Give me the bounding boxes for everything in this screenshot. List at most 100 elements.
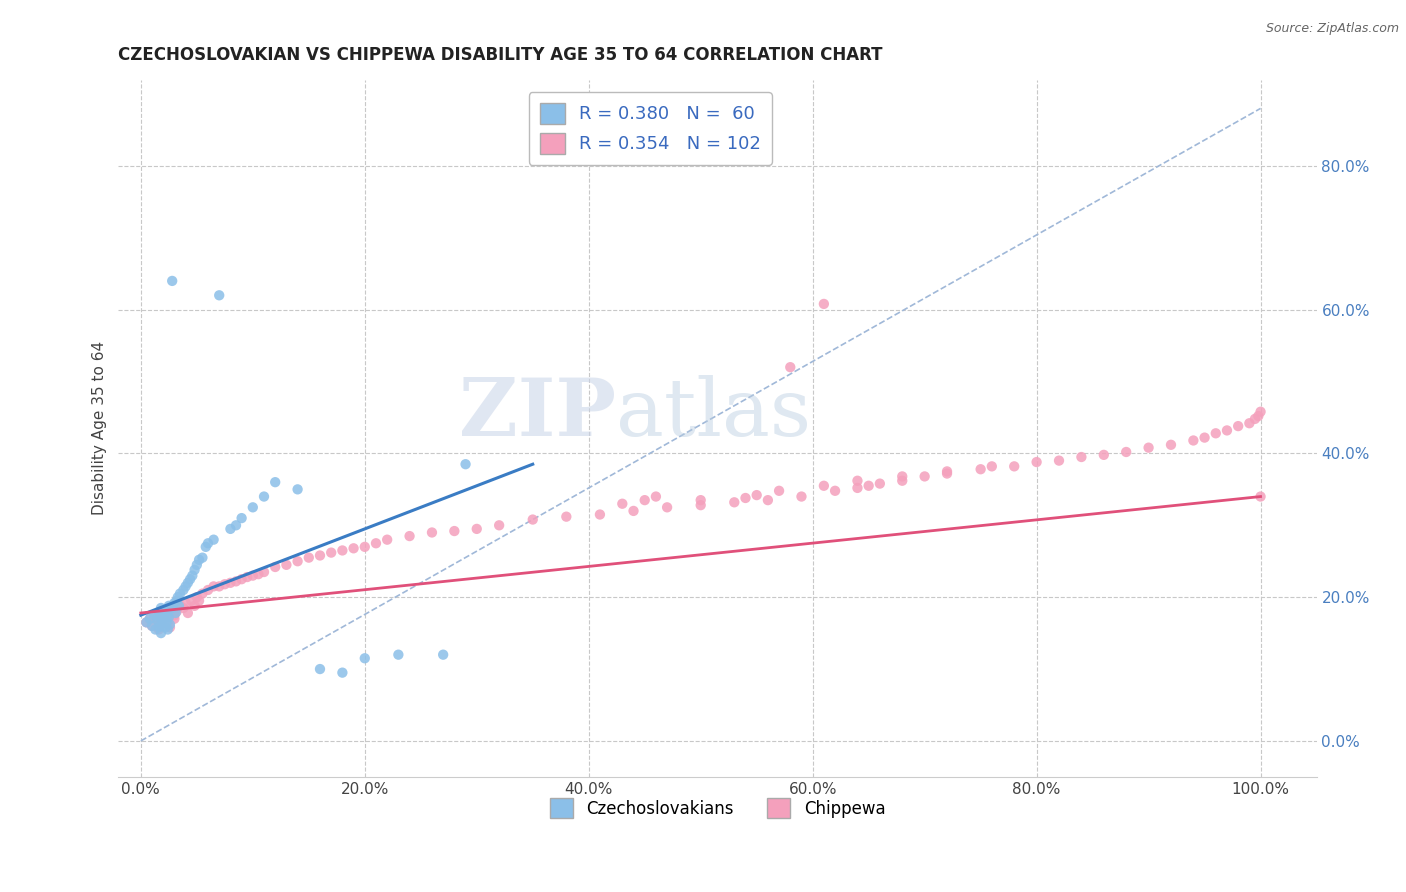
Point bbox=[332, 665, 354, 680]
Point bbox=[166, 594, 188, 608]
Point bbox=[612, 497, 634, 511]
Point bbox=[264, 475, 287, 490]
Point bbox=[143, 610, 166, 624]
Point bbox=[1047, 453, 1070, 467]
Point bbox=[745, 488, 768, 502]
Point bbox=[135, 615, 157, 630]
Point bbox=[202, 579, 225, 593]
Text: ZIP: ZIP bbox=[458, 376, 616, 453]
Point bbox=[155, 605, 177, 619]
Point bbox=[219, 575, 242, 590]
Point bbox=[163, 596, 186, 610]
Point bbox=[155, 606, 177, 620]
Point bbox=[188, 553, 211, 567]
Point bbox=[353, 651, 375, 665]
Point bbox=[159, 617, 181, 632]
Point bbox=[936, 464, 959, 478]
Point bbox=[172, 582, 194, 597]
Point bbox=[157, 599, 180, 613]
Point bbox=[160, 274, 183, 288]
Point bbox=[225, 574, 247, 589]
Point bbox=[321, 546, 343, 560]
Point bbox=[779, 360, 801, 375]
Point bbox=[969, 462, 991, 476]
Point bbox=[169, 599, 191, 613]
Point bbox=[183, 563, 205, 577]
Point bbox=[191, 586, 214, 600]
Point bbox=[148, 620, 170, 634]
Point bbox=[152, 619, 174, 633]
Point bbox=[155, 615, 177, 630]
Point bbox=[432, 648, 454, 662]
Point bbox=[253, 565, 276, 579]
Point bbox=[169, 586, 191, 600]
Point bbox=[768, 483, 790, 498]
Point bbox=[174, 579, 197, 593]
Point bbox=[183, 599, 205, 613]
Point bbox=[186, 558, 208, 572]
Point bbox=[522, 512, 544, 526]
Point bbox=[139, 612, 162, 626]
Point bbox=[443, 524, 465, 538]
Point bbox=[353, 540, 375, 554]
Point bbox=[155, 605, 177, 619]
Point bbox=[623, 504, 645, 518]
Point bbox=[1092, 448, 1115, 462]
Point bbox=[723, 495, 745, 509]
Point bbox=[589, 508, 612, 522]
Point bbox=[846, 474, 869, 488]
Point bbox=[1216, 424, 1239, 438]
Point bbox=[298, 550, 321, 565]
Point bbox=[858, 479, 880, 493]
Point bbox=[247, 567, 270, 582]
Point bbox=[150, 601, 173, 615]
Point bbox=[197, 536, 219, 550]
Point bbox=[146, 613, 169, 627]
Point bbox=[149, 606, 172, 620]
Point bbox=[150, 608, 173, 623]
Point bbox=[375, 533, 398, 547]
Point bbox=[846, 481, 869, 495]
Point bbox=[914, 469, 936, 483]
Point bbox=[148, 623, 170, 637]
Point bbox=[141, 619, 163, 633]
Point bbox=[225, 518, 247, 533]
Point bbox=[645, 490, 668, 504]
Point bbox=[756, 493, 779, 508]
Point bbox=[197, 582, 219, 597]
Point bbox=[172, 601, 194, 615]
Point bbox=[309, 662, 332, 676]
Point bbox=[1239, 416, 1261, 430]
Point bbox=[364, 536, 387, 550]
Point bbox=[813, 297, 835, 311]
Point bbox=[1137, 441, 1160, 455]
Point bbox=[139, 612, 162, 626]
Point bbox=[180, 594, 202, 608]
Point bbox=[186, 590, 208, 604]
Point bbox=[214, 577, 236, 591]
Point bbox=[208, 288, 231, 302]
Point bbox=[1115, 445, 1137, 459]
Point bbox=[231, 572, 253, 586]
Point bbox=[1070, 450, 1092, 464]
Point bbox=[236, 570, 259, 584]
Point bbox=[555, 509, 578, 524]
Point bbox=[734, 491, 756, 505]
Point bbox=[159, 620, 181, 634]
Point bbox=[634, 493, 657, 508]
Point bbox=[454, 457, 477, 471]
Point bbox=[790, 490, 813, 504]
Point bbox=[155, 620, 177, 634]
Point bbox=[146, 610, 169, 624]
Point bbox=[150, 613, 173, 627]
Point bbox=[1002, 459, 1025, 474]
Point bbox=[188, 594, 211, 608]
Point bbox=[689, 493, 711, 508]
Point bbox=[1205, 426, 1227, 441]
Point bbox=[287, 483, 309, 497]
Y-axis label: Disability Age 35 to 64: Disability Age 35 to 64 bbox=[93, 342, 107, 516]
Point bbox=[420, 525, 443, 540]
Point bbox=[1182, 434, 1205, 448]
Point bbox=[194, 540, 217, 554]
Text: CZECHOSLOVAKIAN VS CHIPPEWA DISABILITY AGE 35 TO 64 CORRELATION CHART: CZECHOSLOVAKIAN VS CHIPPEWA DISABILITY A… bbox=[118, 46, 883, 64]
